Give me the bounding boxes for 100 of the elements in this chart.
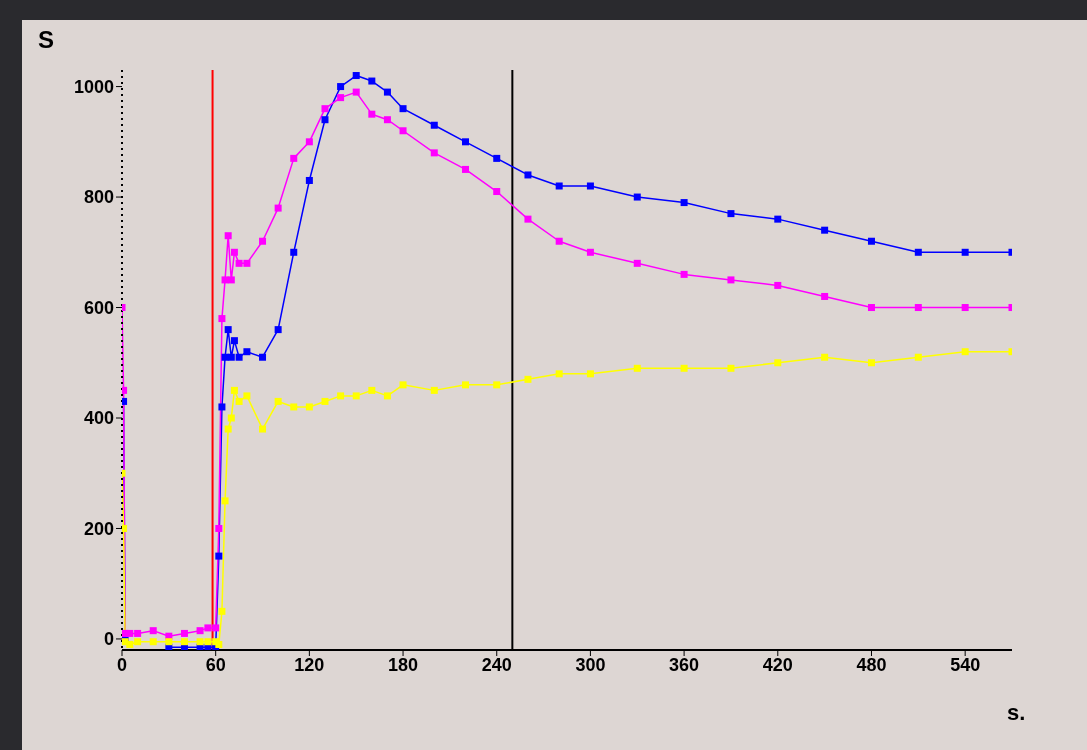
point bbox=[134, 629, 142, 637]
point bbox=[235, 397, 243, 405]
point bbox=[122, 524, 128, 532]
point bbox=[774, 359, 782, 367]
x-tick-label: 180 bbox=[388, 654, 419, 675]
point bbox=[290, 403, 298, 411]
point bbox=[383, 392, 391, 400]
point bbox=[555, 182, 563, 190]
x-tick-label: 0 bbox=[116, 654, 128, 675]
point bbox=[914, 248, 922, 256]
point bbox=[383, 88, 391, 96]
point bbox=[586, 182, 594, 190]
point bbox=[235, 259, 243, 267]
point bbox=[218, 607, 226, 615]
point bbox=[555, 370, 563, 378]
point bbox=[352, 88, 360, 96]
y-tick-label: 400 bbox=[83, 408, 114, 429]
point bbox=[224, 232, 232, 240]
point bbox=[821, 226, 829, 234]
point bbox=[383, 116, 391, 124]
point bbox=[215, 552, 223, 560]
point bbox=[122, 386, 128, 394]
point bbox=[337, 392, 345, 400]
x-tick-label: 60 bbox=[205, 654, 226, 675]
point bbox=[399, 105, 407, 113]
point bbox=[462, 381, 470, 389]
point bbox=[867, 359, 875, 367]
y-tick-label: 0 bbox=[103, 629, 114, 650]
point bbox=[727, 364, 735, 372]
point bbox=[149, 638, 157, 646]
x-tick-label: 360 bbox=[669, 654, 700, 675]
point bbox=[493, 381, 501, 389]
point bbox=[212, 624, 220, 632]
point bbox=[774, 215, 782, 223]
point bbox=[305, 403, 313, 411]
point bbox=[243, 348, 251, 356]
point bbox=[914, 304, 922, 312]
point bbox=[290, 248, 298, 256]
point bbox=[149, 627, 157, 635]
point bbox=[493, 188, 501, 196]
point bbox=[524, 171, 532, 179]
point bbox=[227, 353, 235, 361]
point bbox=[259, 353, 267, 361]
point bbox=[337, 94, 345, 102]
point bbox=[867, 304, 875, 312]
point bbox=[274, 397, 282, 405]
point bbox=[555, 237, 563, 245]
point bbox=[218, 403, 226, 411]
point bbox=[227, 414, 235, 422]
x-tick-label: 240 bbox=[481, 654, 512, 675]
point bbox=[961, 248, 969, 256]
point bbox=[586, 370, 594, 378]
y-tick-label: 600 bbox=[83, 297, 114, 318]
point bbox=[430, 149, 438, 157]
point bbox=[524, 215, 532, 223]
point bbox=[204, 638, 212, 646]
point bbox=[368, 110, 376, 118]
point bbox=[122, 397, 128, 405]
point bbox=[321, 105, 329, 113]
point bbox=[680, 270, 688, 278]
x-tick-label: 300 bbox=[575, 654, 606, 675]
point bbox=[230, 337, 238, 345]
point bbox=[196, 638, 204, 646]
point bbox=[961, 304, 969, 312]
point bbox=[867, 237, 875, 245]
x-tick-label: 540 bbox=[950, 654, 981, 675]
point bbox=[321, 397, 329, 405]
point bbox=[274, 326, 282, 334]
point bbox=[774, 281, 782, 289]
point bbox=[430, 386, 438, 394]
point bbox=[352, 72, 360, 80]
y-axis-title: S bbox=[38, 26, 55, 54]
point bbox=[399, 381, 407, 389]
point bbox=[218, 315, 226, 323]
point bbox=[243, 392, 251, 400]
point bbox=[524, 375, 532, 383]
point bbox=[727, 276, 735, 284]
point bbox=[399, 127, 407, 135]
point bbox=[196, 627, 204, 635]
point bbox=[290, 154, 298, 162]
point bbox=[914, 353, 922, 361]
point bbox=[680, 364, 688, 372]
point bbox=[259, 425, 267, 433]
point bbox=[305, 138, 313, 146]
point bbox=[230, 386, 238, 394]
point bbox=[221, 497, 229, 505]
x-tick-label: 480 bbox=[856, 654, 887, 675]
point bbox=[224, 425, 232, 433]
point bbox=[493, 154, 501, 162]
point bbox=[727, 210, 735, 218]
point bbox=[680, 199, 688, 207]
point bbox=[633, 259, 641, 267]
point bbox=[204, 624, 212, 632]
point bbox=[215, 524, 223, 532]
point bbox=[368, 386, 376, 394]
x-tick-label: 420 bbox=[762, 654, 793, 675]
point bbox=[165, 638, 173, 646]
point bbox=[305, 176, 313, 184]
y-tick-label: 200 bbox=[83, 518, 114, 539]
x-tick-label: 120 bbox=[294, 654, 325, 675]
